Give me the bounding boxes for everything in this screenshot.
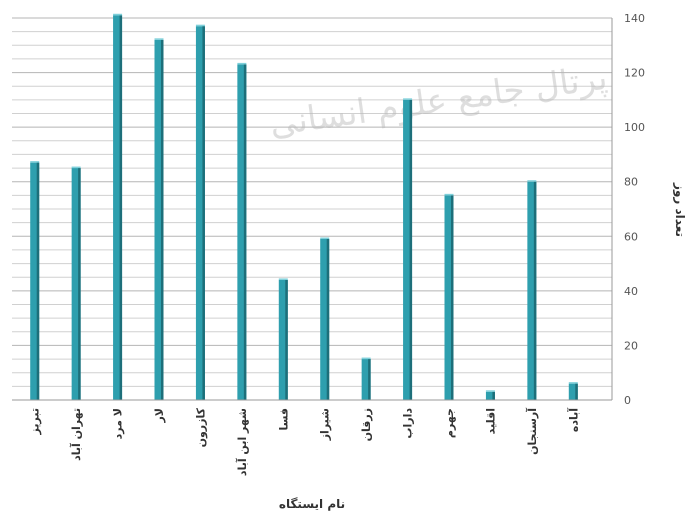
x-axis-title: نام ایستگاه [279,497,345,512]
x-tick-label-7: شیراز [319,408,332,441]
x-tick-label-6: فسا [277,408,290,431]
bar-6 [278,279,288,400]
bar-top-6 [278,278,288,280]
bar-top-3 [154,38,164,40]
bar-shade-0 [36,162,40,400]
bar-9 [403,99,413,400]
watermark-text: پرتال جامع علوم انسانی [267,58,610,145]
x-tick-label-13: آباده [566,408,580,432]
x-tick-label-0: تبریز [29,408,42,435]
bar-shade-8 [368,359,371,400]
bar-8 [361,359,371,400]
x-tick-label-8: زرقان [360,408,373,441]
x-tick-label-9: داراب [402,408,415,439]
bar-shade-2 [119,15,123,401]
bar-top-4 [195,24,205,27]
y-tick-label-7: 140 [624,12,645,25]
y-tick-labels: 0 20 40 60 80 100 120 140 [624,12,645,407]
y-axis-title: تعداد روز [672,182,687,237]
bar-4 [195,26,205,400]
bar-13 [568,383,578,400]
bar-shade-11 [492,391,495,400]
bar-5 [237,64,247,400]
bar-12 [527,181,537,400]
x-tick-label-5: شهر ابن آباد [235,408,249,476]
y-tick-label-2: 40 [624,285,638,298]
y-tick-label-1: 20 [624,339,638,352]
y-tick-label-4: 80 [624,176,638,189]
bar-top-0 [30,161,40,163]
bars [30,13,578,401]
bar-top-11 [485,390,495,392]
bar-top-5 [237,62,247,65]
y-tick-label-0: 0 [624,394,631,407]
grid [12,17,612,401]
bar-top-9 [403,98,413,100]
bar-top-12 [527,180,537,182]
bar-top-10 [444,193,454,196]
x-tick-label-10: جهرم [443,408,456,438]
bar-1 [71,168,81,400]
bar-shade-7 [326,239,330,400]
bar-7 [320,239,330,400]
bar-0 [30,162,40,400]
x-tick-label-12: آرسنجان [525,408,539,455]
x-tick-label-3: لار [153,408,166,424]
bar-shade-6 [285,279,288,400]
x-tick-label-11: اقلید [484,408,497,434]
bar-shade-5 [243,64,247,400]
y-tick-label-6: 120 [624,67,645,80]
bar-11 [485,391,495,400]
x-tick-labels: تبریز تهران آباد لا مرد لار کازرون شهر ابن آب… [29,407,581,476]
bar-shade-4 [202,26,205,400]
x-tick-label-4: کازرون [194,407,207,447]
bar-shade-13 [575,383,578,400]
bar-3 [154,39,164,400]
y-tick-label-3: 60 [624,230,638,243]
x-tick-label-1: تهران آباد [69,408,83,461]
bar-top-7 [320,237,330,240]
y-tick-label-5: 100 [624,121,645,134]
bar-2 [113,15,123,401]
watermark: پرتال جامع علوم انسانی [267,58,610,145]
x-tick-label-2: لا مرد [112,408,125,439]
bar-top-2 [113,13,123,16]
bar-shade-12 [533,181,537,400]
bar-10 [444,195,454,400]
bar-shade-3 [161,39,164,400]
bar-top-8 [361,357,371,360]
bar-shade-9 [409,99,413,400]
bar-shade-1 [78,168,81,400]
bar-top-13 [568,382,578,384]
bar-shade-10 [451,195,454,400]
bar-top-1 [71,166,81,169]
